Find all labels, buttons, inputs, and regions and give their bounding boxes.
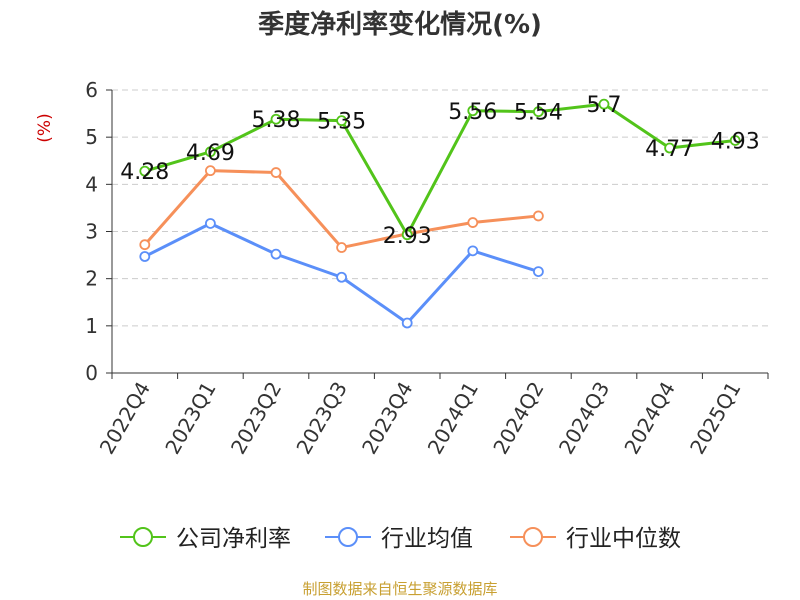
y-tick-label: 5 xyxy=(85,125,98,149)
y-tick-label: 1 xyxy=(85,314,98,338)
data-point xyxy=(664,142,675,154)
data-label: 4.28 xyxy=(120,160,169,185)
data-point xyxy=(401,229,413,241)
y-tick-label: 6 xyxy=(85,78,98,102)
data-point xyxy=(729,135,741,146)
data-label: 5.56 xyxy=(448,100,497,125)
x-tick-label: 2023Q1 xyxy=(160,378,220,459)
x-tick-label: 2025Q1 xyxy=(685,378,745,459)
data-point xyxy=(204,218,216,229)
data-point xyxy=(204,165,216,177)
data-point xyxy=(139,165,151,177)
data-point xyxy=(598,98,610,110)
series-line xyxy=(143,169,539,250)
x-tick-label: 2024Q3 xyxy=(554,378,614,459)
data-point xyxy=(336,115,348,127)
data-point xyxy=(270,113,282,125)
x-tick-label: 2024Q2 xyxy=(488,378,548,459)
data-point xyxy=(401,317,413,329)
chart-title: 季度净利率变化情况(%) xyxy=(258,10,542,40)
data-label: 4.77 xyxy=(645,137,694,162)
x-tick-label: 2024Q1 xyxy=(423,378,483,459)
data-point xyxy=(336,271,348,283)
data-label: 4.69 xyxy=(186,141,235,166)
legend-label: 行业中位数 xyxy=(566,526,681,552)
x-tick-label: 2023Q3 xyxy=(291,378,351,459)
data-point xyxy=(467,245,479,257)
data-label: 5.38 xyxy=(252,108,301,133)
data-label: 5.35 xyxy=(317,110,366,135)
legend-marker xyxy=(523,527,543,547)
data-point xyxy=(270,248,282,260)
x-tick-label: 2022Q4 xyxy=(95,378,155,459)
source-footer: 制图数据来自恒生聚源数据库 xyxy=(302,580,498,598)
data-point xyxy=(533,266,544,277)
data-label: 2.93 xyxy=(383,224,432,249)
y-tick-label: 2 xyxy=(85,267,98,291)
x-tick-label: 2024Q4 xyxy=(619,378,679,459)
data-point xyxy=(270,167,282,178)
data-point xyxy=(533,106,544,118)
x-tick-label: 2023Q2 xyxy=(226,378,286,459)
x-tick-label: 2023Q4 xyxy=(357,378,417,459)
data-label: 5.54 xyxy=(514,101,563,126)
legend-marker xyxy=(133,527,153,547)
legend-marker xyxy=(338,527,358,547)
series-line xyxy=(144,102,736,237)
data-point xyxy=(467,105,479,117)
y-tick-label: 3 xyxy=(85,220,98,244)
data-point xyxy=(467,217,479,228)
y-tick-label: 4 xyxy=(85,172,98,196)
data-point xyxy=(204,146,216,158)
data-label: 4.93 xyxy=(711,129,760,154)
data-point xyxy=(139,239,151,251)
legend-label: 行业均值 xyxy=(381,526,473,552)
legend-label: 公司净利率 xyxy=(176,526,291,552)
data-point xyxy=(336,242,348,253)
data-point xyxy=(139,251,151,262)
data-point xyxy=(533,210,544,222)
y-tick-label: 0 xyxy=(85,361,98,385)
data-label: 5.7 xyxy=(587,93,622,118)
y-axis-label: (%) xyxy=(35,113,55,142)
